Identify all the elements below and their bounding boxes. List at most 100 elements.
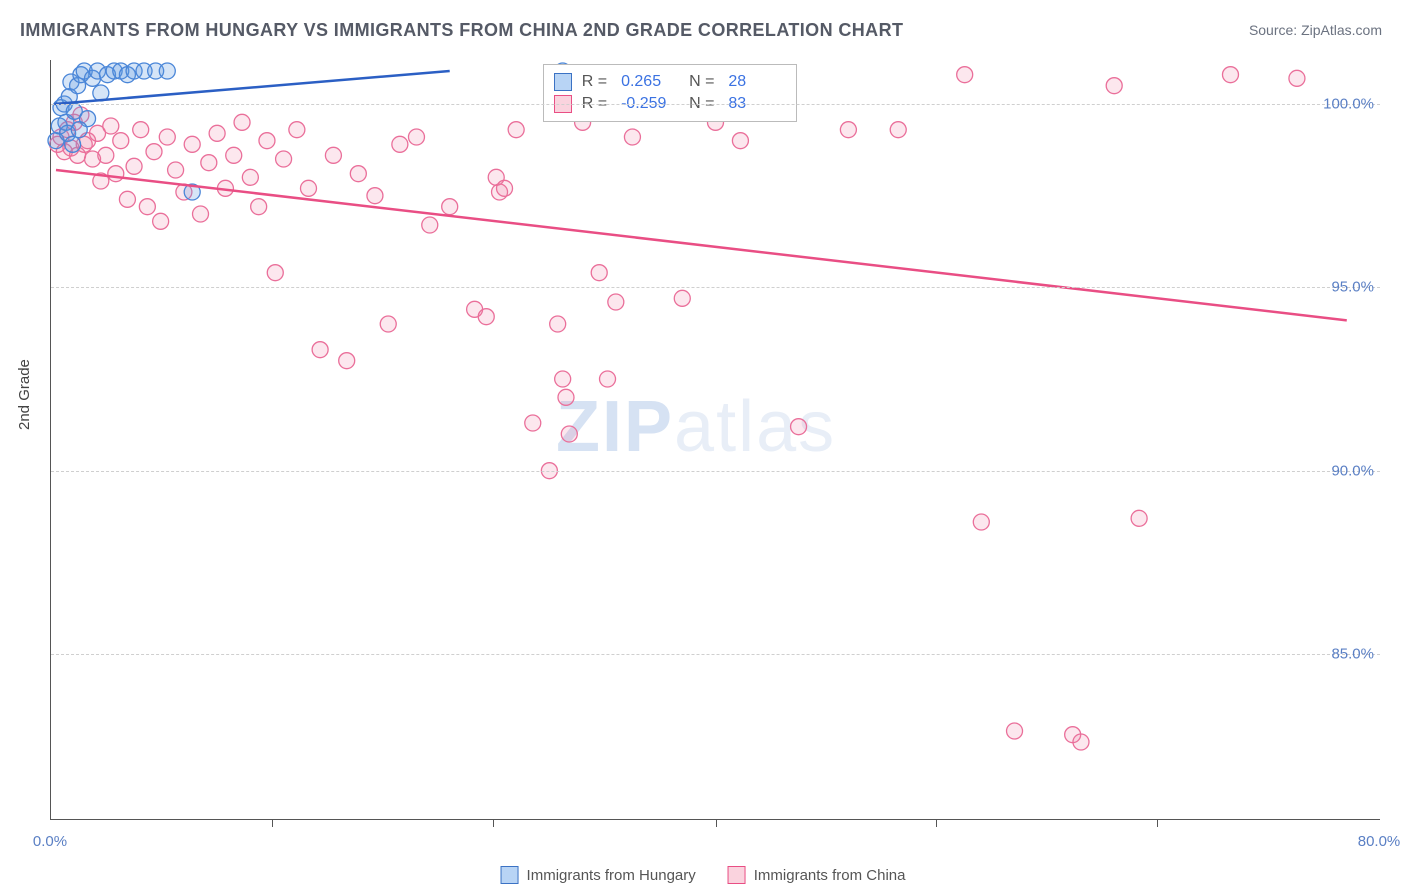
legend-item: Immigrants from Hungary bbox=[501, 866, 696, 884]
point-china bbox=[119, 191, 135, 207]
point-china bbox=[201, 155, 217, 171]
point-china bbox=[561, 426, 577, 442]
point-china bbox=[674, 290, 690, 306]
point-china bbox=[339, 353, 355, 369]
point-hungary bbox=[71, 122, 87, 138]
x-minor-tick bbox=[272, 819, 273, 827]
point-china bbox=[108, 166, 124, 182]
stats-legend: R =0.265N =28R =-0.259N =83 bbox=[543, 64, 798, 122]
point-china bbox=[1106, 78, 1122, 94]
point-china bbox=[242, 169, 258, 185]
y-tick-label: 100.0% bbox=[1323, 96, 1374, 113]
gridline-h bbox=[51, 104, 1380, 105]
point-china bbox=[1007, 723, 1023, 739]
point-china bbox=[732, 133, 748, 149]
point-hungary bbox=[65, 136, 81, 152]
point-china bbox=[791, 419, 807, 435]
point-china bbox=[276, 151, 292, 167]
point-china bbox=[300, 180, 316, 196]
point-china bbox=[251, 199, 267, 215]
x-minor-tick bbox=[493, 819, 494, 827]
gridline-h bbox=[51, 287, 1380, 288]
point-china bbox=[267, 265, 283, 281]
point-china bbox=[840, 122, 856, 138]
point-china bbox=[153, 213, 169, 229]
gridline-h bbox=[51, 654, 1380, 655]
point-china bbox=[113, 133, 129, 149]
source-attribution: Source: ZipAtlas.com bbox=[1249, 22, 1382, 38]
point-china bbox=[1222, 67, 1238, 83]
point-china bbox=[126, 158, 142, 174]
point-china bbox=[497, 180, 513, 196]
point-china bbox=[139, 199, 155, 215]
trendline-china bbox=[56, 170, 1347, 320]
r-value: 0.265 bbox=[621, 73, 679, 91]
point-china bbox=[1073, 734, 1089, 750]
n-label: N = bbox=[689, 73, 714, 91]
point-china bbox=[193, 206, 209, 222]
point-china bbox=[591, 265, 607, 281]
point-china bbox=[624, 129, 640, 145]
point-china bbox=[1289, 70, 1305, 86]
legend-swatch-pink bbox=[728, 866, 746, 884]
point-china bbox=[600, 371, 616, 387]
point-china bbox=[209, 125, 225, 141]
point-china bbox=[442, 199, 458, 215]
legend-item: Immigrants from China bbox=[728, 866, 906, 884]
point-china bbox=[957, 67, 973, 83]
point-china bbox=[555, 371, 571, 387]
point-china bbox=[226, 147, 242, 163]
point-china bbox=[392, 136, 408, 152]
point-china bbox=[1131, 510, 1147, 526]
point-hungary bbox=[159, 63, 175, 79]
point-china bbox=[478, 309, 494, 325]
chart-svg bbox=[51, 60, 1380, 819]
x-tick-label: 0.0% bbox=[33, 833, 67, 850]
plot-area: ZIPatlas R =0.265N =28R =-0.259N =83 85.… bbox=[50, 60, 1380, 820]
chart-title: IMMIGRANTS FROM HUNGARY VS IMMIGRANTS FR… bbox=[20, 20, 903, 41]
point-china bbox=[973, 514, 989, 530]
y-tick-label: 90.0% bbox=[1331, 462, 1374, 479]
series-legend: Immigrants from Hungary Immigrants from C… bbox=[501, 866, 906, 884]
stats-legend-row: R = 0.265 N = 28 bbox=[554, 71, 787, 93]
point-china bbox=[508, 122, 524, 138]
x-tick-label: 80.0% bbox=[1358, 833, 1401, 850]
point-china bbox=[289, 122, 305, 138]
x-minor-tick bbox=[1157, 819, 1158, 827]
point-china bbox=[168, 162, 184, 178]
y-tick-label: 95.0% bbox=[1331, 279, 1374, 296]
y-axis-title: 2nd Grade bbox=[16, 359, 33, 430]
y-tick-label: 85.0% bbox=[1331, 646, 1374, 663]
point-china bbox=[98, 147, 114, 163]
point-china bbox=[312, 342, 328, 358]
point-china bbox=[234, 114, 250, 130]
point-china bbox=[159, 129, 175, 145]
source-link[interactable]: ZipAtlas.com bbox=[1301, 22, 1382, 38]
point-china bbox=[350, 166, 366, 182]
point-china bbox=[103, 118, 119, 134]
point-china bbox=[550, 316, 566, 332]
n-value: 28 bbox=[728, 73, 786, 91]
point-china bbox=[525, 415, 541, 431]
point-china bbox=[408, 129, 424, 145]
r-label: R = bbox=[582, 73, 607, 91]
gridline-h bbox=[51, 471, 1380, 472]
legend-swatch-blue bbox=[501, 866, 519, 884]
point-china bbox=[146, 144, 162, 160]
point-china bbox=[608, 294, 624, 310]
point-china bbox=[380, 316, 396, 332]
legend-label: Immigrants from China bbox=[754, 867, 906, 884]
legend-label: Immigrants from Hungary bbox=[527, 867, 696, 884]
x-minor-tick bbox=[936, 819, 937, 827]
point-china bbox=[325, 147, 341, 163]
point-china bbox=[558, 389, 574, 405]
point-china bbox=[890, 122, 906, 138]
source-label: Source: bbox=[1249, 22, 1301, 38]
point-china bbox=[367, 188, 383, 204]
point-china bbox=[422, 217, 438, 233]
x-minor-tick bbox=[716, 819, 717, 827]
point-china bbox=[184, 136, 200, 152]
point-china bbox=[259, 133, 275, 149]
swatch-hungary bbox=[554, 73, 572, 91]
point-china bbox=[133, 122, 149, 138]
